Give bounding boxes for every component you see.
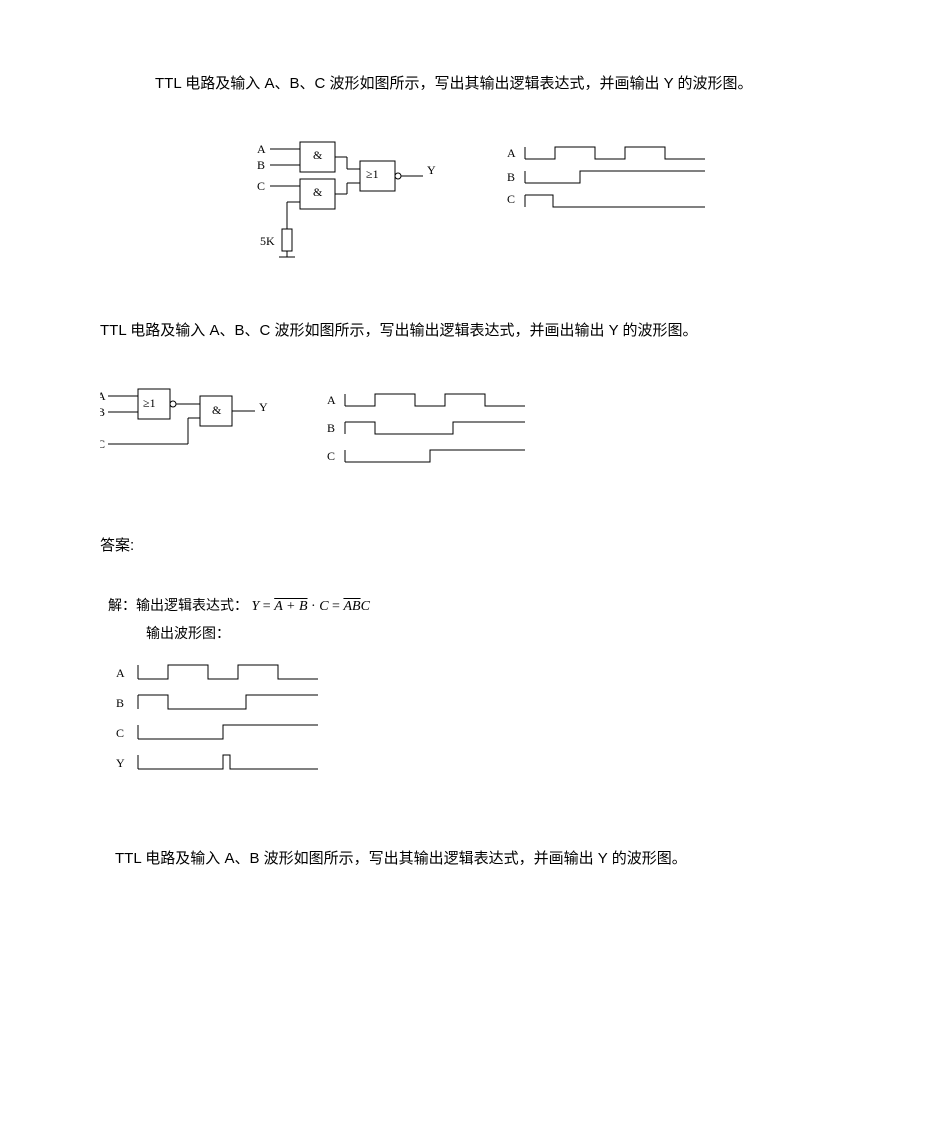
answer-label: 答案: bbox=[100, 534, 945, 555]
wave-label-A: A bbox=[507, 146, 516, 160]
wave-label-Y: Y bbox=[116, 756, 125, 770]
document-page: TTL 电路及输入 A、B、C 波形如图所示，写出其输出逻辑表达式，并画输出 Y… bbox=[0, 0, 945, 872]
problem2-waveforms: A B C bbox=[325, 384, 535, 484]
solution-expression: 解：输出逻辑表达式： Y = A + B · C = ABC bbox=[108, 595, 945, 615]
expr-over2-C: C bbox=[361, 599, 370, 614]
wave-title: 输出波形图： bbox=[146, 623, 945, 643]
gate-or-symbol: ≥1 bbox=[143, 396, 156, 410]
wave-label-C: C bbox=[507, 192, 515, 206]
solution-waveforms: A B C Y bbox=[108, 655, 945, 795]
problem1-text: TTL 电路及输入 A、B、C 波形如图所示，写出其输出逻辑表达式，并画输出 Y… bbox=[155, 70, 845, 97]
label-5K: 5K bbox=[260, 234, 275, 248]
label-C: C bbox=[257, 179, 265, 193]
wave-label-A: A bbox=[327, 393, 336, 407]
problem2-circuit: ≥1 & A B C Y bbox=[100, 384, 275, 459]
wave-label-C: C bbox=[327, 449, 335, 463]
expr-over2-B: B bbox=[352, 599, 361, 614]
gate-and-symbol: & bbox=[212, 403, 222, 417]
solution-prefix: 解：输出逻辑表达式： bbox=[108, 599, 248, 614]
gate-and-symbol: & bbox=[313, 148, 323, 162]
wave-label-B: B bbox=[116, 696, 124, 710]
label-C: C bbox=[100, 437, 105, 451]
label-B: B bbox=[100, 405, 105, 419]
inverter-bubble bbox=[395, 173, 401, 179]
expr-eq: = bbox=[263, 599, 274, 614]
label-A: A bbox=[100, 389, 106, 403]
expr-C: C bbox=[319, 599, 328, 614]
problem1-figures: & & ≥1 bbox=[255, 137, 945, 267]
expr-over2-A: A bbox=[343, 599, 352, 614]
problem2-figures: ≥1 & A B C Y bbox=[100, 384, 945, 484]
problem1-circuit: & & ≥1 bbox=[255, 137, 455, 267]
expr-dot: · bbox=[311, 599, 319, 614]
problem3-text: TTL 电路及输入 A、B 波形如图所示，写出其输出逻辑表达式，并画输出 Y 的… bbox=[115, 845, 845, 872]
label-Y: Y bbox=[259, 400, 268, 414]
label-Y: Y bbox=[427, 163, 436, 177]
label-A: A bbox=[257, 142, 266, 156]
expr-Y: Y bbox=[252, 599, 260, 614]
wave-label-B: B bbox=[327, 421, 335, 435]
expr-over1: A + B bbox=[274, 599, 307, 614]
problem1-waveforms: A B C bbox=[505, 137, 715, 222]
wave-label-A: A bbox=[116, 666, 125, 680]
gate-and-symbol: & bbox=[313, 185, 323, 199]
inverter-bubble bbox=[170, 401, 176, 407]
gate-or-symbol: ≥1 bbox=[366, 167, 379, 181]
wave-label-B: B bbox=[507, 170, 515, 184]
wave-label-C: C bbox=[116, 726, 124, 740]
label-B: B bbox=[257, 158, 265, 172]
problem2-text: TTL 电路及输入 A、B、C 波形如图所示，写出输出逻辑表达式，并画出输出 Y… bbox=[100, 317, 845, 344]
expr-eq2: = bbox=[332, 599, 343, 614]
